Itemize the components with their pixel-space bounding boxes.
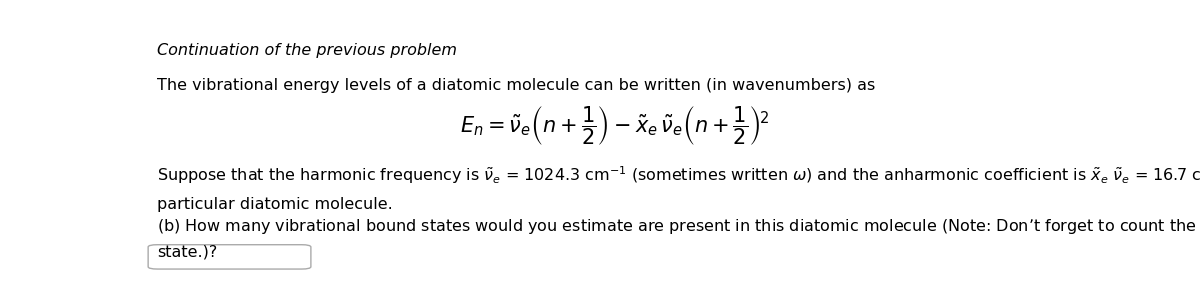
Text: (b) How many vibrational bound states would you estimate are present in this dia: (b) How many vibrational bound states wo… bbox=[157, 217, 1200, 236]
Text: Suppose that the harmonic frequency is $\tilde{\nu}_{e}$ = 1024.3 cm$^{-1}$ (som: Suppose that the harmonic frequency is $… bbox=[157, 165, 1200, 186]
Text: The vibrational energy levels of a diatomic molecule can be written (in wavenumb: The vibrational energy levels of a diato… bbox=[157, 78, 876, 93]
FancyBboxPatch shape bbox=[148, 245, 311, 269]
Text: $E_{n} = \tilde{\nu}_{e}\left(n+\dfrac{1}{2}\right) - \tilde{x}_{e}\,\tilde{\nu}: $E_{n} = \tilde{\nu}_{e}\left(n+\dfrac{1… bbox=[461, 104, 769, 147]
Text: Continuation of the previous problem: Continuation of the previous problem bbox=[157, 43, 457, 58]
Text: particular diatomic molecule.: particular diatomic molecule. bbox=[157, 197, 394, 212]
Text: state.)?: state.)? bbox=[157, 245, 217, 260]
